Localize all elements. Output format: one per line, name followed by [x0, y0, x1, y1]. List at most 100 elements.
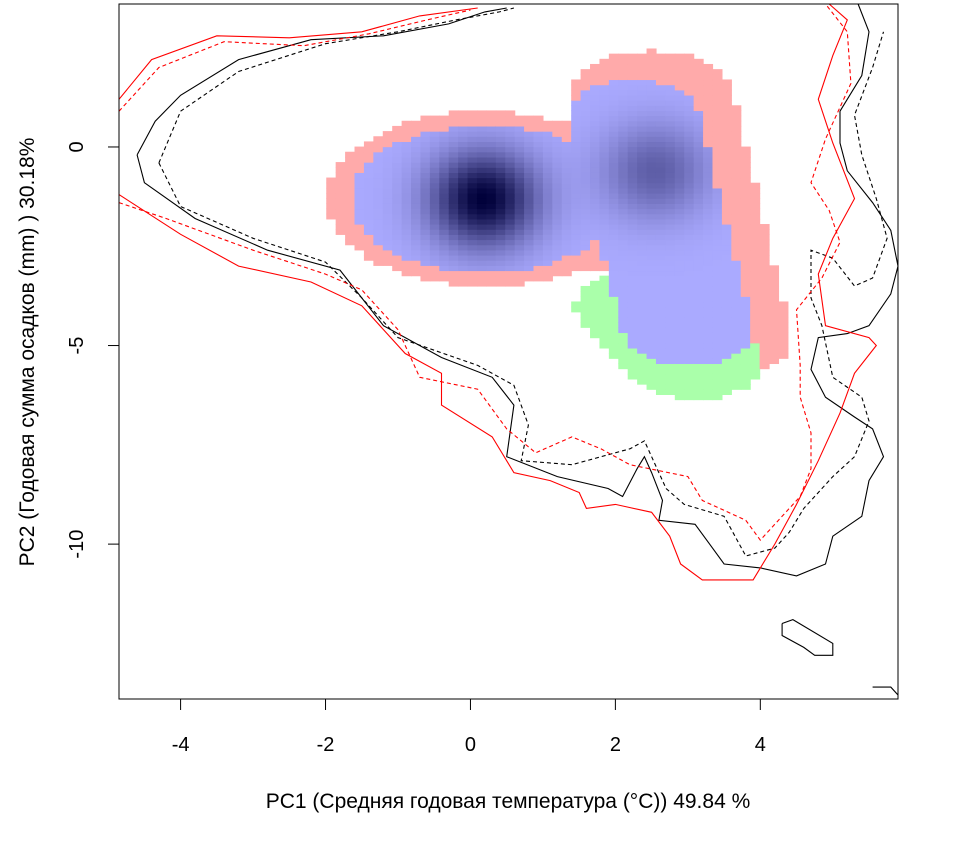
density-cell — [665, 322, 676, 328]
density-cell — [542, 136, 553, 143]
density-cell — [429, 254, 440, 261]
density-cell — [712, 389, 723, 395]
density-cell — [637, 254, 648, 261]
density-cell — [646, 316, 657, 323]
contour-line — [158, 7, 515, 164]
density-cell — [392, 265, 403, 272]
density-cell — [646, 125, 657, 132]
density-cell — [646, 358, 657, 365]
density-cell — [495, 260, 506, 266]
density-cell — [721, 291, 732, 297]
density-cell — [533, 218, 544, 225]
density-cell — [684, 177, 695, 184]
density-cell — [524, 131, 535, 137]
density-cell — [674, 100, 685, 106]
density-cell — [731, 296, 742, 303]
density-cell — [637, 53, 648, 60]
density-cell — [665, 74, 676, 81]
density-cell — [608, 203, 619, 210]
density-cell — [401, 218, 412, 225]
density-cell — [401, 156, 412, 163]
density-cell — [665, 198, 676, 204]
density-cell — [721, 353, 732, 359]
density-cell — [495, 131, 506, 137]
density-cell — [382, 234, 393, 241]
density-cell — [476, 203, 487, 210]
density-cell — [561, 213, 572, 220]
density-cell — [693, 182, 704, 189]
density-cell — [420, 254, 431, 261]
density-cell — [721, 358, 732, 365]
density-cell — [703, 239, 714, 246]
density-cell — [646, 229, 657, 235]
density-cell — [590, 141, 601, 148]
density-cell — [590, 105, 601, 112]
density-cell — [674, 136, 685, 143]
density-cell — [411, 203, 422, 210]
density-cell — [514, 125, 525, 132]
density-cell — [637, 187, 648, 194]
density-cell — [674, 89, 685, 96]
density-cell — [740, 358, 751, 365]
density-cell — [420, 120, 431, 127]
density-cell — [759, 353, 770, 359]
density-cell — [674, 94, 685, 101]
density-cell — [590, 316, 601, 323]
density-cell — [674, 244, 685, 251]
density-cell — [618, 203, 629, 210]
density-cell — [608, 69, 619, 75]
density-cell — [684, 208, 695, 215]
density-cell — [608, 224, 619, 230]
density-cell — [458, 280, 469, 287]
density-cell — [392, 125, 403, 132]
density-cell — [599, 213, 610, 220]
density-cell — [552, 213, 563, 220]
density-cell — [486, 244, 497, 251]
density-cell — [411, 167, 422, 173]
density-cell — [524, 224, 535, 230]
density-cell — [712, 146, 723, 153]
density-cell — [731, 363, 742, 370]
density-cell — [467, 280, 478, 287]
density-cell — [486, 218, 497, 225]
density-cell — [665, 327, 676, 334]
density-cell — [326, 193, 337, 199]
density-cell — [533, 162, 544, 168]
density-cell — [655, 136, 666, 143]
density-cell — [392, 254, 403, 261]
density-cell — [693, 394, 704, 401]
density-cell — [731, 254, 742, 261]
density-cell — [674, 110, 685, 117]
density-cell — [655, 79, 666, 86]
density-cell — [637, 162, 648, 168]
density-cell — [731, 136, 742, 143]
density-cell — [740, 203, 751, 210]
density-cell — [665, 162, 676, 168]
density-cell — [599, 296, 610, 303]
density-cell — [599, 162, 610, 168]
density-cell — [335, 218, 346, 225]
density-cell — [590, 208, 601, 215]
density-cell — [731, 373, 742, 380]
density-cell — [721, 79, 732, 86]
density-cell — [599, 187, 610, 194]
density-cell — [514, 265, 525, 272]
density-cell — [665, 203, 676, 210]
density-cell — [411, 244, 422, 251]
density-cell — [646, 353, 657, 359]
density-cell — [420, 146, 431, 153]
density-cell — [524, 120, 535, 127]
density-cell — [373, 136, 384, 143]
density-cell — [703, 322, 714, 328]
density-cell — [561, 167, 572, 173]
density-cell — [401, 198, 412, 204]
density-cell — [524, 136, 535, 143]
density-cell — [665, 389, 676, 395]
density-cell — [684, 131, 695, 137]
density-cell — [627, 218, 638, 225]
density-cell — [637, 100, 648, 106]
density-cell — [571, 234, 582, 241]
density-cell — [590, 125, 601, 132]
density-cell — [637, 198, 648, 204]
density-cell — [411, 270, 422, 277]
